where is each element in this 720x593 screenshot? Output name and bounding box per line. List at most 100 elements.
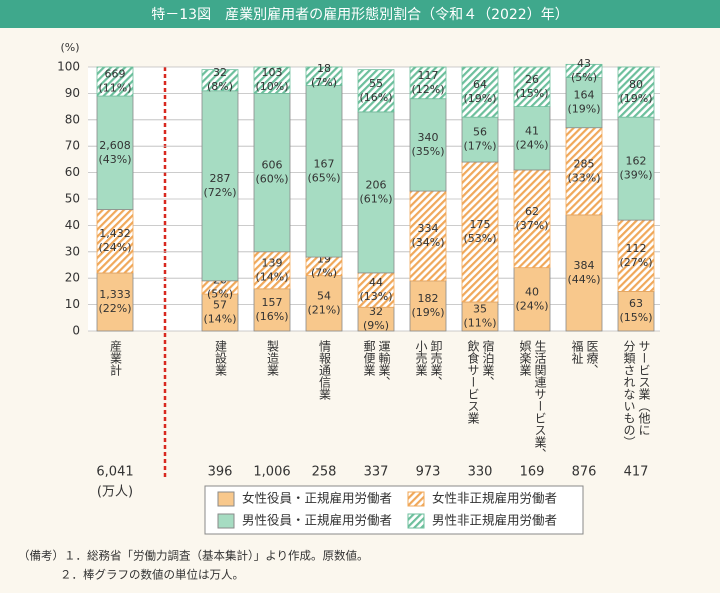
- value-label: (13%): [359, 290, 392, 303]
- count-label: 56: [473, 126, 487, 139]
- count-label: 35: [473, 302, 487, 315]
- value-label: (14%): [255, 270, 288, 283]
- value-label: (61%): [359, 192, 392, 205]
- y-tick-label: 40: [65, 218, 80, 232]
- bar-segment: [513, 267, 551, 332]
- total-unit: (万人): [97, 485, 133, 500]
- value-label: (5%): [207, 287, 233, 300]
- y-tick-label: 70: [65, 139, 80, 153]
- value-label: (22%): [98, 302, 131, 315]
- value-label: (19%): [411, 306, 444, 319]
- y-tick-label: 0: [72, 324, 80, 338]
- value-label: (9%): [363, 319, 389, 332]
- value-label: (19%): [567, 103, 600, 116]
- bar-segment: [513, 106, 551, 171]
- bar-segment: [565, 127, 603, 216]
- count-label: 167: [314, 157, 335, 170]
- value-label: (16%): [359, 91, 392, 104]
- count-label: 1,432: [99, 227, 131, 240]
- bar-segment: [617, 66, 655, 118]
- bar-segment: [357, 111, 395, 274]
- legend-swatch: [407, 491, 425, 507]
- x-tick-label: サービス業（他に: [637, 340, 651, 436]
- value-label: (14%): [203, 313, 236, 326]
- value-label: (19%): [619, 92, 652, 105]
- value-label: (44%): [567, 273, 600, 286]
- chart-title: 特－13図 産業別雇用者の雇用形態別割合（令和４（2022）年）: [151, 6, 568, 23]
- bar-segment: [201, 293, 239, 332]
- bar-segment: [201, 69, 239, 92]
- bar-segment: [305, 85, 343, 258]
- y-tick-label: 60: [65, 165, 80, 179]
- count-label: 43: [577, 57, 591, 70]
- value-label: (60%): [255, 173, 288, 186]
- legend-swatch: [217, 513, 235, 529]
- bar-segment: [253, 288, 291, 332]
- total-label: 258: [312, 465, 337, 480]
- legend-label: 男性非正規雇用労働者: [432, 513, 557, 528]
- legend-label: 女性非正規雇用労働者: [432, 491, 557, 506]
- x-tick-label: 医療、: [585, 340, 599, 376]
- count-label: 606: [262, 159, 283, 172]
- value-label: (72%): [203, 186, 236, 199]
- bar-segment: [565, 77, 603, 129]
- total-label: 337: [364, 465, 389, 480]
- bar-segment: [461, 116, 499, 163]
- total-label: 396: [208, 465, 233, 480]
- count-label: 62: [525, 205, 539, 218]
- value-label: (35%): [411, 145, 444, 158]
- value-label: (15%): [619, 311, 652, 324]
- x-tick-label: 卸売業、: [429, 339, 443, 388]
- count-label: 2,608: [99, 139, 131, 152]
- count-label: 669: [105, 68, 126, 81]
- value-label: (11%): [463, 316, 496, 329]
- count-label: 54: [317, 289, 331, 302]
- x-tick-label: 飲食サービス業: [466, 339, 480, 424]
- x-tick-label: 小売業: [414, 340, 428, 376]
- count-label: 334: [418, 222, 439, 235]
- count-label: 32: [369, 305, 383, 318]
- bar-segment: [253, 251, 291, 290]
- y-tick-label: 80: [65, 112, 80, 126]
- value-label: (17%): [463, 140, 496, 153]
- bar-segment: [96, 95, 134, 210]
- value-label: (7%): [311, 266, 337, 279]
- x-tick-label: 娯楽業: [518, 340, 532, 376]
- x-tick-label: 情報通信業: [318, 340, 332, 400]
- value-label: (34%): [411, 236, 444, 249]
- count-label: 117: [418, 69, 439, 82]
- bar-segment: [253, 66, 291, 94]
- count-label: 164: [574, 89, 595, 102]
- x-tick-label: 宿泊業、: [481, 339, 495, 388]
- x-tick-label: 製造業: [266, 340, 280, 376]
- bar-segment: [96, 272, 134, 332]
- bar-segment: [409, 190, 447, 282]
- bar-segment: [357, 272, 395, 308]
- value-label: (16%): [255, 310, 288, 323]
- bar-segment: [96, 66, 134, 97]
- count-label: 41: [525, 124, 539, 137]
- value-label: (11%): [98, 82, 131, 95]
- value-label: (5%): [571, 71, 597, 84]
- bar-segment: [617, 219, 655, 292]
- x-tick-label: 分類されないもの）: [622, 340, 636, 448]
- legend-label: 女性役員・正規雇用労働者: [242, 491, 392, 506]
- count-label: 63: [629, 297, 643, 310]
- x-tick-label: 郵便業: [362, 340, 376, 376]
- value-label: (8%): [207, 80, 233, 93]
- y-tick-label: 50: [65, 192, 80, 206]
- count-label: 112: [626, 242, 647, 255]
- bar-segment: [513, 169, 551, 269]
- bar-segment: [305, 66, 343, 86]
- bar-segment: [461, 301, 499, 332]
- bar-segment: [461, 66, 499, 118]
- y-axis-label: (%): [60, 41, 79, 54]
- value-label: (19%): [463, 92, 496, 105]
- count-label: 44: [369, 276, 383, 289]
- count-label: 287: [210, 172, 231, 185]
- total-label: 973: [416, 465, 441, 480]
- y-tick-label: 20: [65, 271, 80, 285]
- value-label: (37%): [515, 219, 548, 232]
- count-label: 40: [525, 285, 539, 298]
